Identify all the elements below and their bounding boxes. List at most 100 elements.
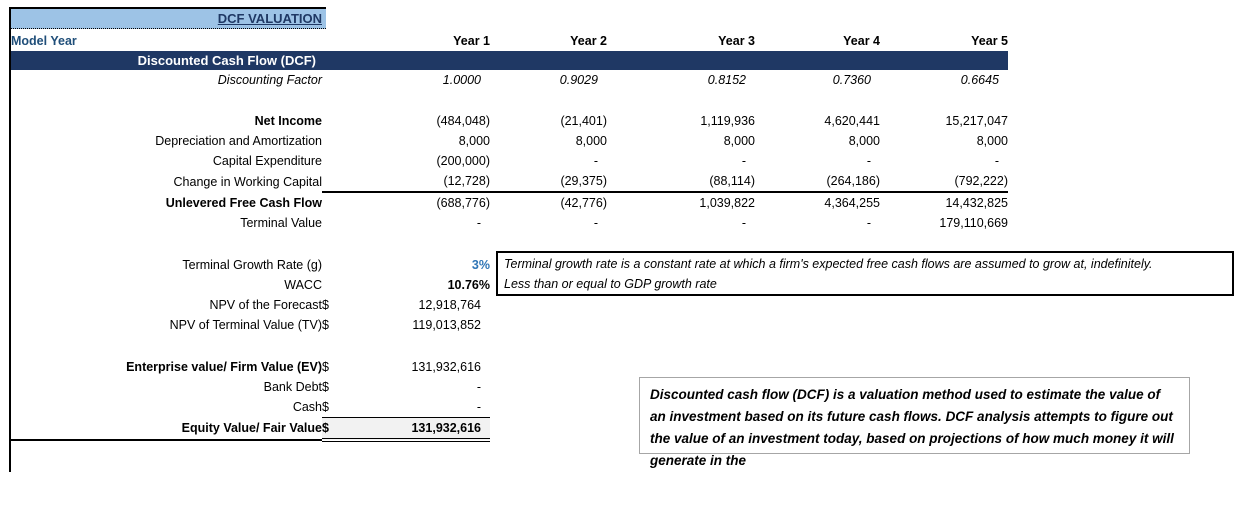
- section-banner-row: Discounted Cash Flow (DCF): [11, 51, 1008, 70]
- table-row: NPV of Terminal Value (TV) $ 119,013,852: [11, 315, 1008, 335]
- cell-working-capital-y2[interactable]: (29,375): [490, 171, 607, 193]
- cash-amount[interactable]: -: [342, 397, 490, 418]
- npv-forecast-currency[interactable]: $: [322, 298, 329, 312]
- row-label-npv-terminal[interactable]: NPV of Terminal Value (TV): [169, 318, 322, 332]
- npv-forecast-value[interactable]: 12,918,764: [418, 298, 481, 312]
- header-row: Model Year Year 1 Year 2 Year 3 Year 4 Y…: [11, 31, 1008, 51]
- table-row: Depreciation and Amortization 8,000 8,00…: [11, 131, 1008, 151]
- section-banner[interactable]: Discounted Cash Flow (DCF): [11, 51, 1008, 70]
- spacer-row: [11, 335, 1008, 357]
- table-row: Net Income (484,048) (21,401) 1,119,936 …: [11, 111, 1008, 131]
- equity-value-amount[interactable]: 131,932,616: [342, 417, 490, 442]
- npv-terminal-value[interactable]: 119,013,852: [412, 318, 481, 332]
- cell-net-income-y2[interactable]: (21,401): [560, 114, 607, 128]
- cell-discounting-factor-y2[interactable]: 0.9029: [559, 73, 598, 87]
- cell-terminal-value-y3[interactable]: -: [741, 216, 746, 230]
- cell-net-income-y3[interactable]: 1,119,936: [700, 114, 755, 128]
- cell-working-capital-y3[interactable]: (88,114): [607, 171, 755, 193]
- row-label-cash[interactable]: Cash: [292, 400, 322, 415]
- cell-capex-y2[interactable]: -: [593, 154, 598, 168]
- table-row: Change in Working Capital (12,728) (29,3…: [11, 171, 1008, 193]
- enterprise-value-amount[interactable]: 131,932,616: [411, 360, 481, 374]
- cell-working-capital-y5[interactable]: (792,222): [880, 171, 1008, 193]
- dcf-note-box[interactable]: Discounted cash flow (DCF) is a valuatio…: [639, 377, 1190, 468]
- row-label-ufcf[interactable]: Unlevered Free Cash Flow: [165, 195, 322, 210]
- table-row: Capital Expenditure (200,000) - - - -: [11, 151, 1008, 171]
- table-row: Unlevered Free Cash Flow (688,776) (42,7…: [11, 192, 1008, 213]
- table-row: Cash $ -: [11, 397, 1008, 418]
- cell-ufcf-y2[interactable]: (42,776): [560, 196, 607, 210]
- wacc-value[interactable]: 10.76%: [447, 278, 490, 292]
- model-year-label[interactable]: Model Year: [11, 34, 77, 48]
- cell-net-income-y4[interactable]: 4,620,441: [824, 114, 880, 128]
- table-row: WACC 10.76%: [11, 275, 1008, 295]
- row-label-npv-forecast[interactable]: NPV of the Forecast: [209, 298, 322, 312]
- cell-depreciation-y4[interactable]: 8,000: [848, 134, 880, 148]
- table-row: Terminal Growth Rate (g) 3%: [11, 255, 1008, 275]
- cell-depreciation-y3[interactable]: 8,000: [723, 134, 755, 148]
- cell-capex-y1[interactable]: (200,000): [436, 154, 490, 168]
- row-label-bank-debt[interactable]: Bank Debt: [263, 380, 322, 394]
- cell-terminal-value-y4[interactable]: -: [866, 216, 871, 230]
- terminal-growth-input[interactable]: 3%: [471, 258, 490, 272]
- row-label-discounting-factor[interactable]: Discounting Factor: [217, 73, 322, 87]
- npv-terminal-currency[interactable]: $: [322, 318, 329, 332]
- title-banner[interactable]: DCF VALUATION: [11, 7, 326, 29]
- table-row: Discounting Factor 1.0000 0.9029 0.8152 …: [11, 70, 1008, 90]
- cell-capex-y4[interactable]: -: [866, 154, 871, 168]
- growth-note-box[interactable]: Terminal growth rate is a constant rate …: [496, 251, 1234, 296]
- bank-debt-currency[interactable]: $: [322, 380, 329, 394]
- row-label-terminal-value[interactable]: Terminal Value: [240, 216, 322, 230]
- cell-net-income-y1[interactable]: (484,048): [436, 114, 490, 128]
- cell-depreciation-y1[interactable]: 8,000: [458, 134, 490, 148]
- row-label-wacc[interactable]: WACC: [284, 278, 322, 292]
- cell-net-income-y5[interactable]: 15,217,047: [945, 114, 1008, 128]
- row-label-net-income[interactable]: Net Income: [254, 114, 322, 128]
- cell-capex-y3[interactable]: -: [741, 154, 746, 168]
- cell-working-capital-y4[interactable]: (264,186): [755, 171, 880, 193]
- cell-discounting-factor-y4[interactable]: 0.7360: [832, 73, 871, 87]
- growth-note-line2: Less than or equal to GDP growth rate: [504, 277, 717, 291]
- sheet-left-border: [9, 7, 11, 472]
- year-4-header[interactable]: Year 4: [843, 34, 880, 48]
- table-row: Equity Value/ Fair Value $ 131,932,616: [11, 417, 1008, 442]
- section-title: Discounted Cash Flow (DCF): [137, 53, 316, 68]
- cell-capex-y5[interactable]: -: [994, 154, 999, 168]
- cell-depreciation-y5[interactable]: 8,000: [976, 134, 1008, 148]
- year-3-header[interactable]: Year 3: [718, 34, 755, 48]
- year-5-header[interactable]: Year 5: [971, 34, 1008, 48]
- enterprise-value-currency[interactable]: $: [322, 360, 329, 374]
- row-label-equity-value[interactable]: Equity Value/ Fair Value: [11, 417, 322, 441]
- cell-depreciation-y2[interactable]: 8,000: [575, 134, 607, 148]
- year-2-header[interactable]: Year 2: [570, 34, 607, 48]
- cell-discounting-factor-y3[interactable]: 0.8152: [707, 73, 746, 87]
- cell-working-capital-y1[interactable]: (12,728): [342, 171, 490, 193]
- row-label-working-capital[interactable]: Change in Working Capital: [173, 174, 322, 189]
- table-row: NPV of the Forecast $ 12,918,764: [11, 295, 1008, 315]
- table-row: Bank Debt $ -: [11, 377, 1008, 397]
- year-1-header[interactable]: Year 1: [453, 34, 490, 48]
- table-row: Enterprise value/ Firm Value (EV) $ 131,…: [11, 357, 1008, 377]
- cell-terminal-value-y1[interactable]: -: [476, 216, 481, 230]
- cell-terminal-value-y2[interactable]: -: [593, 216, 598, 230]
- row-label-terminal-growth[interactable]: Terminal Growth Rate (g): [182, 258, 322, 272]
- cell-discounting-factor-y1[interactable]: 1.0000: [442, 73, 481, 87]
- row-label-depreciation[interactable]: Depreciation and Amortization: [155, 134, 322, 148]
- row-label-enterprise-value[interactable]: Enterprise value/ Firm Value (EV): [126, 360, 322, 374]
- bank-debt-amount[interactable]: -: [476, 380, 481, 394]
- cell-ufcf-y1[interactable]: (688,776): [436, 196, 490, 210]
- cash-currency[interactable]: $: [322, 397, 342, 418]
- table-row: Terminal Value - - - - 179,110,669: [11, 213, 1008, 233]
- growth-note-line1: Terminal growth rate is a constant rate …: [504, 257, 1153, 271]
- row-label-capex[interactable]: Capital Expenditure: [212, 154, 322, 168]
- cell-discounting-factor-y5[interactable]: 0.6645: [960, 73, 999, 87]
- equity-value-currency[interactable]: $: [322, 417, 342, 442]
- cell-terminal-value-y5[interactable]: 179,110,669: [939, 216, 1008, 230]
- cell-ufcf-y5[interactable]: 14,432,825: [945, 196, 1008, 210]
- page-title: DCF VALUATION: [217, 11, 322, 26]
- cell-ufcf-y3[interactable]: 1,039,822: [699, 196, 755, 210]
- cell-ufcf-y4[interactable]: 4,364,255: [824, 196, 880, 210]
- dcf-table: Model Year Year 1 Year 2 Year 3 Year 4 Y…: [11, 31, 1008, 442]
- spacer-row: [11, 90, 1008, 111]
